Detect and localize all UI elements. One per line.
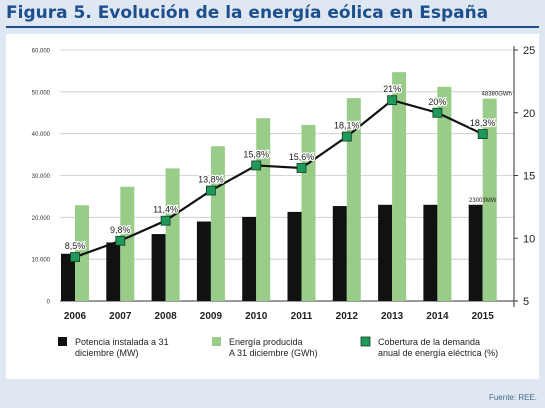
category-label: 2014 (426, 311, 449, 322)
cobertura-data-label: 20% (428, 97, 446, 107)
cobertura-marker (296, 163, 307, 173)
cobertura-data-label: 18,1% (334, 121, 360, 131)
energia-bar (210, 146, 225, 301)
cobertura-data-label: 8,5% (65, 241, 86, 251)
potencia-bar (423, 204, 438, 301)
left-tick-label: 10.000 (32, 258, 51, 264)
chart-panel: 0 10.000 20.000 30.000 40.000 50.000 60.000 5 10… (6, 34, 539, 379)
figure-title: Figura 5. Evolución de la energía eólica… (6, 3, 489, 23)
cobertura-data-label: 13,8% (198, 175, 224, 185)
category-label: 2011 (291, 311, 313, 322)
right-tick-label: 5 (523, 296, 529, 308)
legend-swatch (360, 336, 371, 347)
right-tick-label: 20 (523, 108, 535, 120)
legend-swatch (58, 337, 67, 346)
cobertura-marker (205, 185, 216, 196)
left-tick-label: 0 (47, 300, 51, 306)
legend-label: Potencia instalada a 31 diciembre (MW) (75, 337, 169, 358)
category-label: 2012 (336, 311, 359, 322)
cobertura-data-label: 18,3% (470, 118, 496, 128)
category-label: 2013 (381, 311, 404, 322)
cobertura-marker (387, 95, 398, 106)
cobertura-marker (341, 131, 352, 142)
category-label: 2015 (472, 311, 495, 322)
cobertura-data-label: 9,8% (110, 225, 131, 235)
title-rule (6, 26, 539, 28)
potencia-bar (242, 216, 257, 301)
cobertura-marker (160, 215, 171, 226)
category-label: 2007 (109, 311, 132, 322)
cobertura-marker (432, 107, 443, 118)
left-tick-label: 60.000 (32, 49, 51, 55)
potencia-bar (61, 253, 75, 301)
energia-bar (75, 205, 89, 301)
energia-2015-annotation: 48380GWh (482, 92, 512, 98)
potencia-bar (468, 204, 483, 301)
energia-bar (165, 168, 180, 301)
category-label: 2010 (245, 311, 268, 322)
potencia-bar (332, 206, 347, 301)
cobertura-marker (477, 129, 488, 139)
chart-svg: 0 10.000 20.000 30.000 40.000 50.000 60.000 5 10… (32, 45, 536, 358)
energia-bar (437, 86, 452, 302)
potencia-2015-annotation: 23003MW (469, 198, 497, 204)
potencia-bar (287, 211, 302, 301)
category-label: 2006 (64, 311, 87, 322)
energia-bar (392, 72, 407, 301)
potencia-bar (106, 242, 121, 301)
legend-label: Cobertura de la demanda anual de energía … (378, 337, 498, 358)
cobertura-data-label: 15,8% (243, 149, 269, 159)
cobertura-marker (251, 160, 262, 171)
source-note: Fuente: REE. (488, 393, 537, 402)
cobertura-line (74, 98, 484, 259)
right-tick-label: 10 (523, 233, 535, 245)
energia-bar (346, 98, 361, 301)
left-tick-label: 20.000 (32, 216, 51, 222)
energia-bar (256, 118, 271, 302)
cobertura-marker (70, 252, 80, 262)
right-tick-label: 25 (523, 45, 535, 57)
cobertura-data-label: 21% (383, 84, 401, 94)
left-tick-label: 30.000 (32, 174, 51, 180)
right-tick-label: 15 (523, 171, 535, 183)
legend-swatch (212, 337, 221, 346)
left-tick-label: 50.000 (32, 90, 51, 96)
legend-label: Energía producida A 31 diciembre (GWh) (229, 337, 318, 358)
cobertura-data-label: 11,4% (153, 205, 178, 215)
potencia-bar (196, 221, 211, 301)
potencia-bar (378, 204, 393, 301)
cobertura-data-label: 15,6% (289, 152, 315, 162)
energia-bar (120, 186, 135, 301)
category-label: 2009 (200, 311, 223, 322)
left-tick-label: 40.000 (32, 132, 51, 138)
potencia-bar (151, 234, 166, 301)
cobertura-marker (115, 235, 126, 246)
category-label: 2008 (154, 311, 177, 322)
energia-bar (482, 98, 497, 301)
